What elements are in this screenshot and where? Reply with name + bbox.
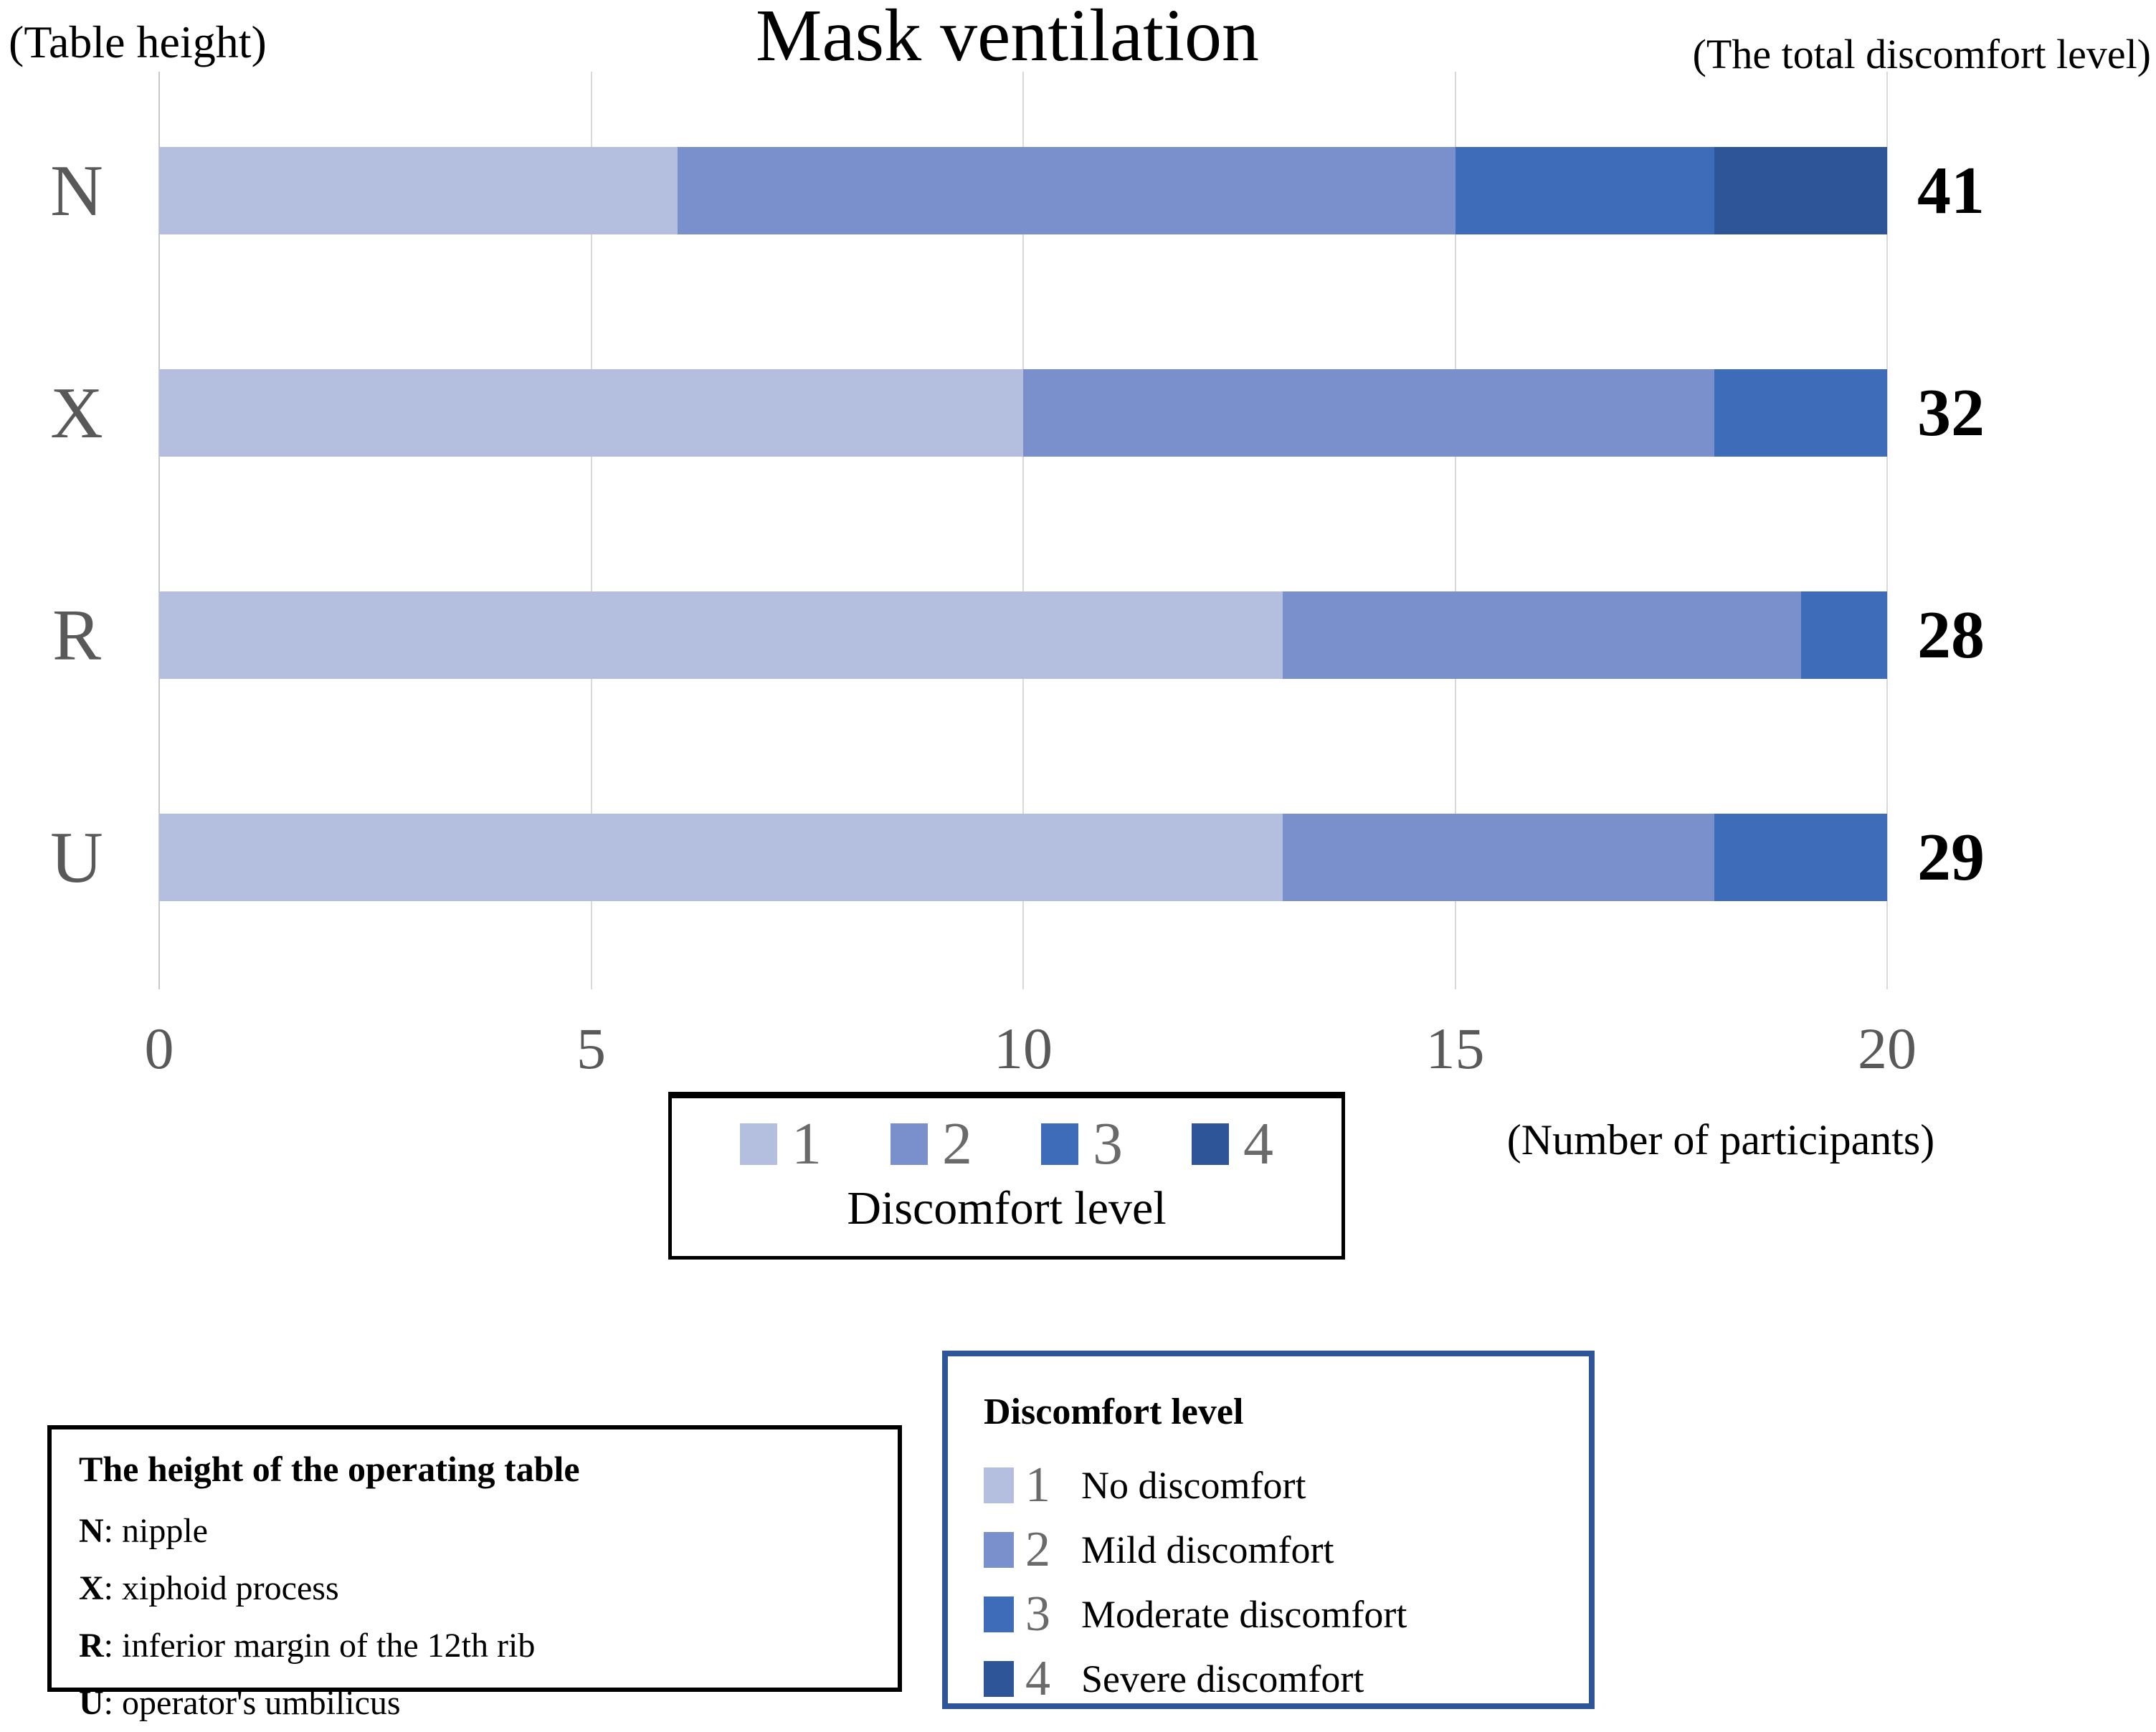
- bar-X-level-2-segment: [1023, 369, 1714, 457]
- table-height-item-key-R: R: [79, 1627, 104, 1665]
- table-height-item-N: N: nipple: [79, 1503, 870, 1560]
- bar-N-level-3-segment: [1455, 147, 1714, 234]
- discomfort-row-4: 4 Severe discomfort: [984, 1647, 1553, 1711]
- discomfort-swatch-2: [984, 1532, 1014, 1568]
- total-discomfort-R: 28: [1917, 598, 1985, 672]
- discomfort-num-4: 4: [1025, 1651, 1050, 1706]
- table-height-note-items: N: nipple X: xiphoid process R: inferior m…: [79, 1503, 870, 1732]
- gridline-x-20: [1886, 72, 1888, 989]
- x-axis: 0 5 10 15 20: [145, 1009, 1917, 1088]
- table-height-item-desc-U: : operator's umbilicus: [103, 1684, 401, 1722]
- gridline-x-5: [590, 72, 592, 989]
- discomfort-num-3: 3: [1025, 1586, 1050, 1642]
- discomfort-row-2: 2 Mild discomfort: [984, 1518, 1553, 1582]
- x-tick-label-10: 10: [994, 1016, 1053, 1081]
- category-label-X: X: [50, 372, 103, 454]
- table-height-item-key-U: U: [79, 1684, 104, 1722]
- discomfort-note-rows: 1 No discomfort 2 Mild discomfort 3 Moderate …: [984, 1453, 1553, 1711]
- bar-R-level-2-segment: [1282, 591, 1801, 679]
- legend-entry-4: 4: [1192, 1114, 1273, 1174]
- bar-N-level-1-segment: [159, 147, 678, 234]
- bar-U-level-2-segment: [1282, 814, 1714, 901]
- legend-swatch-4: [1192, 1123, 1229, 1165]
- totals-column-title: (The total discomfort level): [1692, 31, 2151, 77]
- discomfort-row-3: 3 Moderate discomfort: [984, 1582, 1553, 1647]
- x-tick-label-5: 5: [576, 1016, 606, 1081]
- bar-N-level-2-segment: [678, 147, 1455, 234]
- bar-N-level-4-segment: [1714, 147, 1887, 234]
- bar-R: [159, 591, 1887, 679]
- legend-entry-2: 2: [891, 1114, 972, 1174]
- x-tick-label-15: 15: [1425, 1016, 1485, 1081]
- chart-title: Mask ventilation: [756, 0, 1259, 77]
- legend-swatch-2: [891, 1123, 928, 1165]
- discomfort-swatch-3: [984, 1597, 1014, 1632]
- bar-U-level-3-segment: [1714, 814, 1887, 901]
- bar-X-level-3-segment: [1714, 369, 1887, 457]
- discomfort-swatch-1: [984, 1467, 1014, 1503]
- gridline-x-0: [158, 72, 160, 989]
- category-label-U: U: [50, 817, 103, 898]
- discomfort-row-1: 1 No discomfort: [984, 1453, 1553, 1518]
- category-label-N: N: [50, 150, 103, 232]
- table-height-item-R: R: inferior margin of the 12th rib: [79, 1617, 870, 1675]
- discomfort-swatch-4: [984, 1661, 1014, 1697]
- legend-label-3: 3: [1093, 1110, 1123, 1177]
- table-height-item-desc-X: : xiphoid process: [103, 1569, 339, 1607]
- x-tick-label-0: 0: [144, 1016, 174, 1081]
- bar-R-level-1-segment: [159, 591, 1283, 679]
- category-label-R: R: [52, 594, 102, 676]
- table-height-item-key-X: X: [79, 1569, 104, 1607]
- gridline-x-10: [1022, 72, 1024, 989]
- legend-box: 1 2 3 4 Discomfort level: [668, 1092, 1345, 1260]
- discomfort-num-1: 1: [1025, 1457, 1050, 1513]
- discomfort-note-title: Discomfort level: [984, 1391, 1244, 1432]
- legend-caption: Discomfort level: [847, 1182, 1167, 1234]
- plot-area: N 41 X 32 R 28 U 29: [50, 72, 1985, 989]
- discomfort-num-2: 2: [1025, 1522, 1050, 1577]
- table-height-item-key-N: N: [79, 1512, 104, 1550]
- legend-swatch-1: [740, 1123, 777, 1165]
- total-discomfort-N: 41: [1917, 153, 1985, 228]
- table-height-note-box: The height of the operating table N: nip…: [47, 1425, 902, 1722]
- legend-label-1: 1: [792, 1110, 822, 1177]
- legend-entry-3: 3: [1041, 1114, 1123, 1174]
- legend-label-2: 2: [942, 1110, 972, 1177]
- total-discomfort-U: 29: [1917, 820, 1985, 895]
- bar-U-level-1-segment: [159, 814, 1283, 901]
- discomfort-note-box: Discomfort level 1 No discomfort 2 Mild dis…: [942, 1351, 1595, 1709]
- table-height-item-X: X: xiphoid process: [79, 1560, 870, 1617]
- bar-N: [159, 147, 1887, 234]
- discomfort-desc-1: No discomfort: [1081, 1464, 1306, 1507]
- bar-X: [159, 369, 1887, 457]
- legend-label-4: 4: [1243, 1110, 1273, 1177]
- x-tick-label-20: 20: [1858, 1016, 1917, 1081]
- bar-R-level-3-segment: [1800, 591, 1887, 679]
- table-height-item-desc-R: : inferior margin of the 12th rib: [103, 1627, 536, 1665]
- discomfort-desc-3: Moderate discomfort: [1081, 1593, 1407, 1636]
- discomfort-desc-2: Mild discomfort: [1081, 1528, 1334, 1571]
- table-height-item-desc-N: : nipple: [103, 1512, 208, 1550]
- x-axis-unit-note: (Number of participants): [1506, 1116, 1935, 1164]
- bar-X-level-1-segment: [159, 369, 1023, 457]
- table-height-item-U: U: operator's umbilicus: [79, 1675, 870, 1732]
- legend-entry-1: 1: [740, 1114, 822, 1174]
- legend-entries: 1 2 3 4: [740, 1114, 1273, 1174]
- total-discomfort-X: 32: [1917, 376, 1985, 450]
- discomfort-desc-4: Severe discomfort: [1081, 1657, 1364, 1700]
- table-height-note-title: The height of the operating table: [79, 1449, 580, 1489]
- gridline-x-15: [1454, 72, 1456, 989]
- bar-U: [159, 814, 1887, 901]
- legend-swatch-3: [1041, 1123, 1078, 1165]
- y-axis-title: (Table height): [9, 16, 267, 67]
